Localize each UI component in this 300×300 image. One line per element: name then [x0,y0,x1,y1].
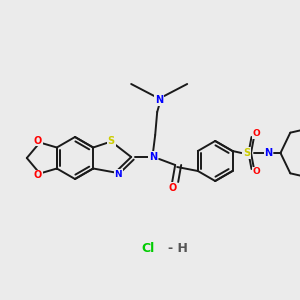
Text: S: S [243,148,250,158]
Text: - H: - H [168,242,188,254]
Text: O: O [34,136,42,146]
Text: N: N [264,148,273,158]
Text: O: O [253,167,260,176]
Text: O: O [253,130,260,139]
Text: O: O [168,183,176,193]
Text: S: S [108,136,115,146]
Text: N: N [149,152,157,162]
Text: O: O [34,170,42,181]
Text: N: N [114,170,122,179]
Text: N: N [155,95,163,105]
Text: Cl: Cl [141,242,154,254]
